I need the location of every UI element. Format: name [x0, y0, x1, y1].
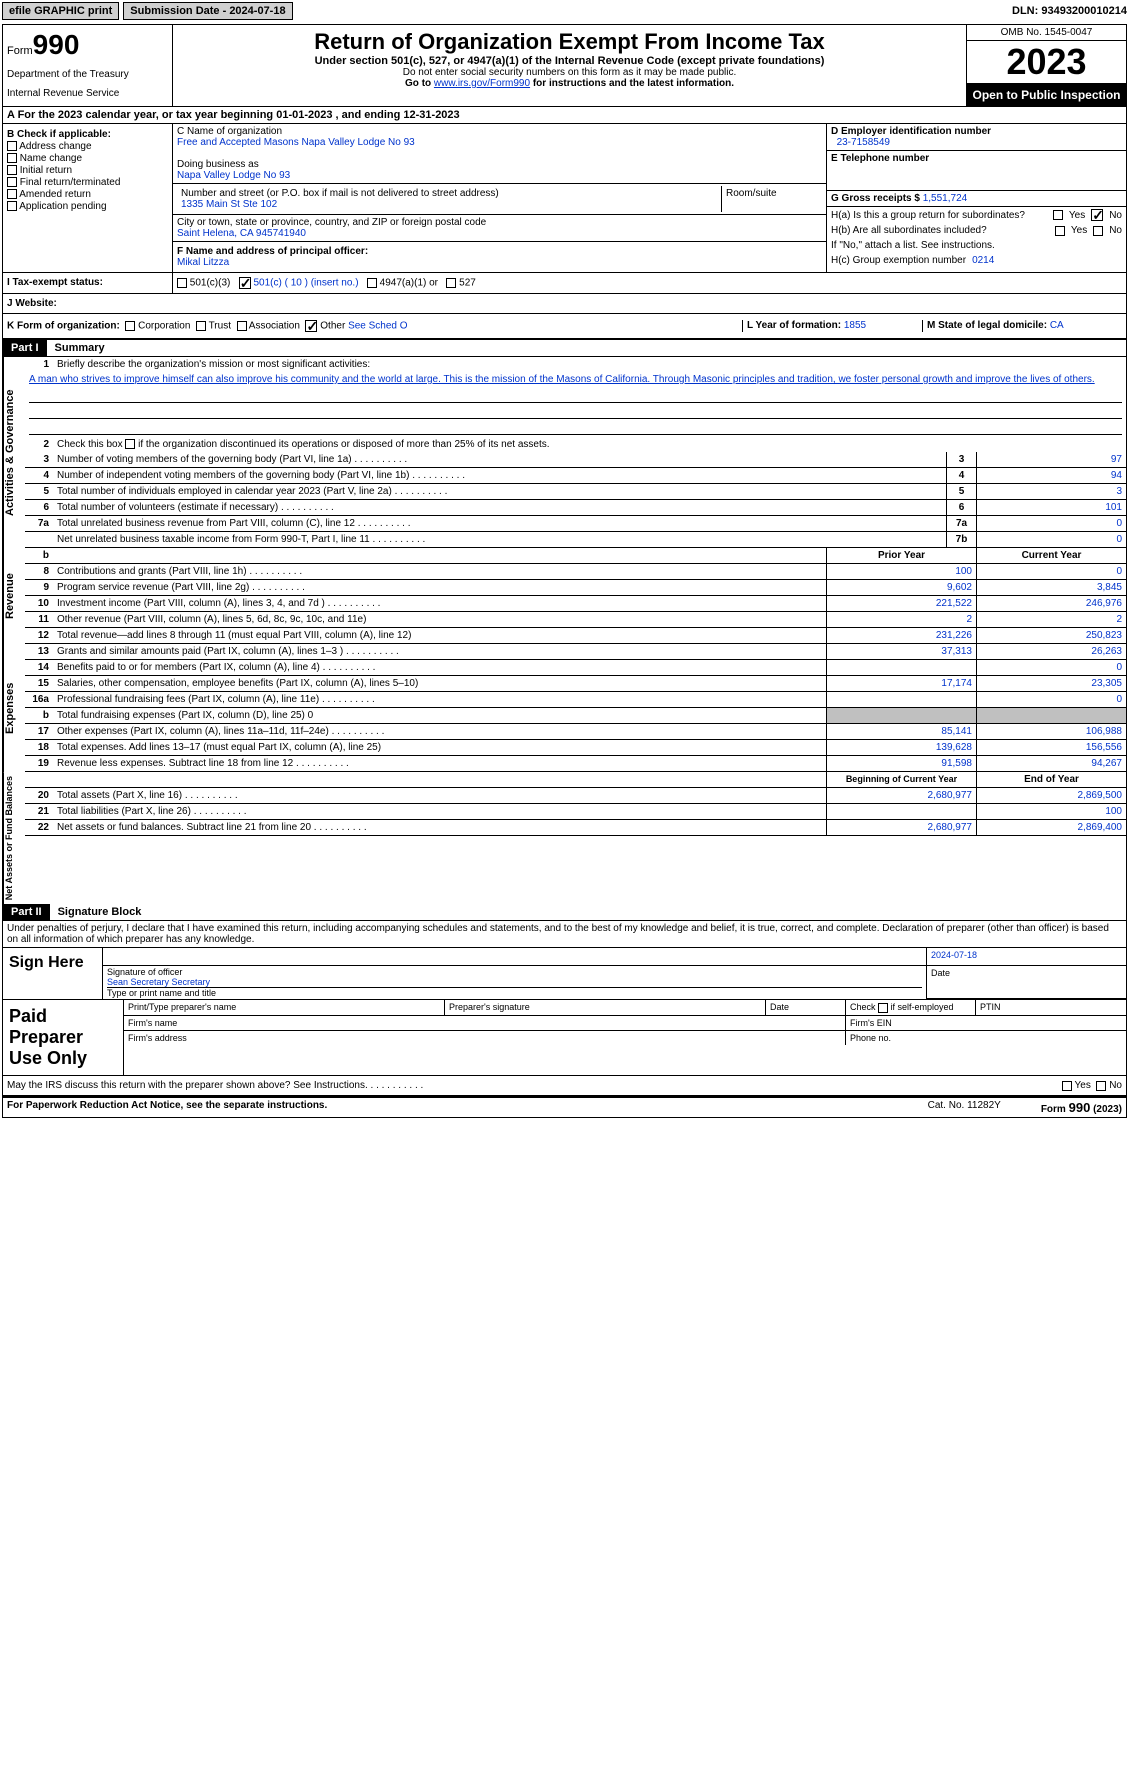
officer-cell: F Name and address of principal officer:… [173, 242, 826, 272]
self-employed-cell: Check if self-employed [846, 1000, 976, 1015]
prior-year-hdr: Prior Year [826, 548, 976, 563]
room-label: Room/suite [722, 186, 822, 212]
header-right: OMB No. 1545-0047 2023 Open to Public In… [966, 25, 1126, 106]
gross-receipts: 1,551,724 [923, 193, 968, 204]
hc-row: H(c) Group exemption number 0214 [827, 253, 1126, 268]
ein: 23-7158549 [837, 137, 890, 148]
v6: 101 [976, 500, 1126, 515]
signature-block: Under penalties of perjury, I declare th… [3, 921, 1126, 1097]
row-k: K Form of organization: Corporation Trus… [3, 314, 1126, 340]
netassets-section: Net Assets or Fund Balances Beginning of… [3, 772, 1126, 904]
part1-header: Part I Summary [3, 340, 1126, 357]
discuss-row: May the IRS discuss this return with the… [3, 1075, 1126, 1095]
v7b: 0 [976, 532, 1126, 547]
omb-number: OMB No. 1545-0047 [967, 25, 1126, 41]
header: Form990 Department of the Treasury Inter… [3, 25, 1126, 107]
col-mid: C Name of organization Free and Accepted… [173, 124, 826, 272]
footer: For Paperwork Reduction Act Notice, see … [3, 1097, 1126, 1117]
col-b-header: B Check if applicable: [7, 129, 111, 140]
hc-val: 0214 [972, 255, 994, 266]
dept-treasury: Department of the Treasury [7, 69, 168, 80]
mission-text: A man who strives to improve himself can… [25, 372, 1126, 387]
chk-addr-change: Address change [7, 141, 168, 152]
domicile: CA [1050, 320, 1064, 331]
city-cell: City or town, state or province, country… [173, 215, 826, 242]
form-subtitle: Under section 501(c), 527, or 4947(a)(1)… [177, 55, 962, 67]
end-year-hdr: End of Year [976, 772, 1126, 787]
ein-cell: D Employer identification number 23-7158… [827, 124, 1126, 151]
governance-section: Activities & Governance 1 Briefly descri… [3, 357, 1126, 548]
sig-date: 2024-07-18 [931, 950, 977, 960]
irs-label: Internal Revenue Service [7, 88, 168, 99]
v3: 97 [976, 452, 1126, 467]
sign-here-label: Sign Here [3, 948, 103, 999]
side-netassets: Net Assets or Fund Balances [3, 772, 25, 904]
body-row: B Check if applicable: Address change Na… [3, 124, 1126, 272]
paid-label: Paid Preparer Use Only [3, 1000, 123, 1075]
mission-line2 [29, 405, 1122, 419]
other-checked [305, 320, 317, 332]
expenses-section: Expenses 13Grants and similar amounts pa… [3, 644, 1126, 772]
efile-label: efile GRAPHIC print [2, 2, 119, 20]
street: 1335 Main St Ste 102 [181, 199, 717, 210]
officer-name: Mikal Litzza [177, 257, 229, 268]
paid-preparer-table: Paid Preparer Use Only Print/Type prepar… [3, 999, 1126, 1075]
501c-checked [239, 277, 251, 289]
chk-app-pending: Application pending [7, 201, 168, 212]
mission-line1 [29, 389, 1122, 403]
header-mid: Return of Organization Exempt From Incom… [173, 25, 966, 106]
city: Saint Helena, CA 945741940 [177, 228, 822, 239]
ha-no-checked [1091, 209, 1103, 221]
hb-row: H(b) Are all subordinates included? Yes … [827, 223, 1126, 238]
mission-line3 [29, 421, 1122, 435]
irs-link[interactable]: www.irs.gov/Form990 [434, 78, 530, 89]
part2-header: Part II Signature Block [3, 904, 1126, 921]
submission-date: Submission Date - 2024-07-18 [123, 2, 292, 20]
hb-note: If "No," attach a list. See instructions… [827, 238, 1126, 253]
street-cell: Number and street (or P.O. box if mail i… [173, 184, 826, 215]
col-right: D Employer identification number 23-7158… [826, 124, 1126, 272]
year-formation: 1855 [844, 320, 866, 331]
v4: 94 [976, 468, 1126, 483]
chk-name-change: Name change [7, 153, 168, 164]
begin-year-hdr: Beginning of Current Year [826, 772, 976, 787]
goto-line: Go to www.irs.gov/Form990 for instructio… [177, 78, 962, 89]
sig-line [103, 948, 926, 966]
v5: 3 [976, 484, 1126, 499]
website-row: J Website: [3, 294, 1126, 314]
dln: DLN: 93493200010214 [1012, 5, 1127, 17]
chk-amended: Amended return [7, 189, 168, 200]
side-governance: Activities & Governance [3, 357, 25, 548]
top-bar: efile GRAPHIC print Submission Date - 20… [0, 0, 1129, 22]
sign-here-table: Sign Here 2024-07-18 Signature of office… [3, 947, 1126, 999]
ssn-note: Do not enter social security numbers on … [177, 67, 962, 78]
inspection-label: Open to Public Inspection [967, 84, 1126, 106]
v7a: 0 [976, 516, 1126, 531]
phone-cell: E Telephone number [827, 151, 1126, 191]
col-b: B Check if applicable: Address change Na… [3, 124, 173, 272]
paperwork-note: For Paperwork Reduction Act Notice, see … [7, 1100, 327, 1111]
tax-year: 2023 [967, 41, 1126, 84]
form-page: Form990 Department of the Treasury Inter… [2, 24, 1127, 1118]
side-revenue: Revenue [3, 548, 25, 644]
penalty-text: Under penalties of perjury, I declare th… [3, 921, 1126, 947]
side-expenses: Expenses [3, 644, 25, 772]
tax-exempt-row: I Tax-exempt status: 501(c)(3) 501(c) ( … [3, 272, 1126, 294]
header-left: Form990 Department of the Treasury Inter… [3, 25, 173, 106]
gross-cell: G Gross receipts $ 1,551,724 [827, 191, 1126, 207]
org-name-cell: C Name of organization Free and Accepted… [173, 124, 826, 184]
form-number: Form990 [7, 29, 168, 61]
org-name: Free and Accepted Masons Napa Valley Lod… [177, 137, 822, 148]
revenue-section: Revenue bPrior YearCurrent Year 8Contrib… [3, 548, 1126, 644]
chk-final: Final return/terminated [7, 177, 168, 188]
form-title: Return of Organization Exempt From Incom… [177, 29, 962, 55]
cat-no: Cat. No. 11282Y [928, 1100, 1001, 1115]
dba: Napa Valley Lodge No 93 [177, 170, 822, 181]
current-year-hdr: Current Year [976, 548, 1126, 563]
chk-initial: Initial return [7, 165, 168, 176]
officer-sig-name: Sean Secretary Secretary [107, 977, 922, 987]
ha-row: H(a) Is this a group return for subordin… [827, 207, 1126, 223]
calendar-year-row: A For the 2023 calendar year, or tax yea… [3, 107, 1126, 124]
